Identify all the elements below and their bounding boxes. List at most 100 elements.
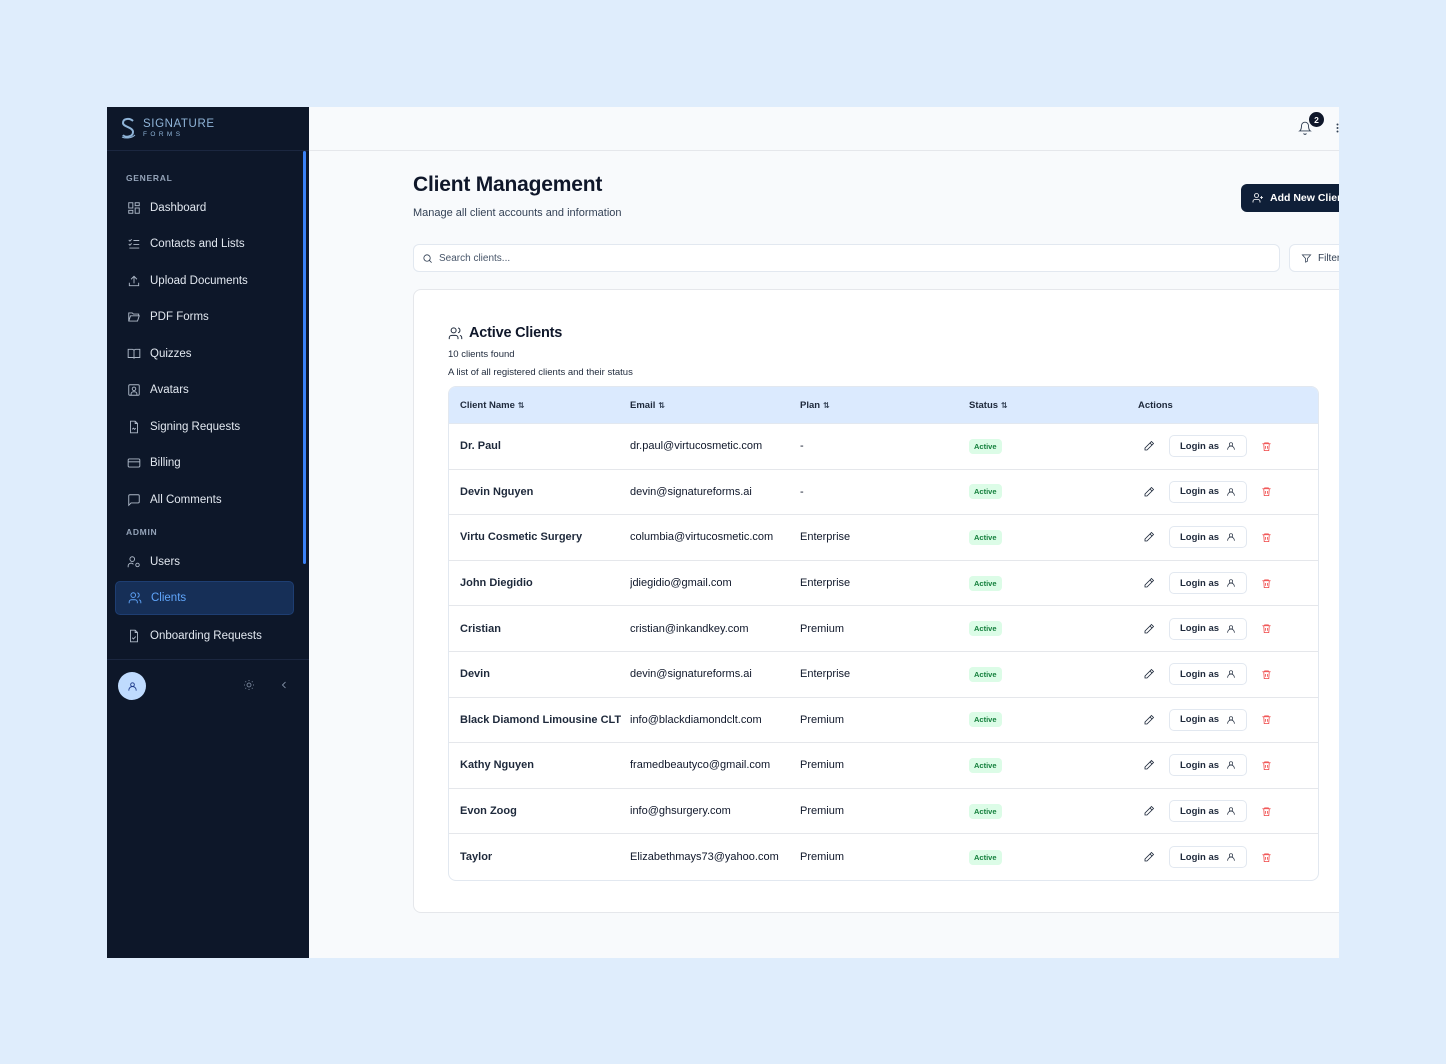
- login-as-button[interactable]: Login as: [1169, 617, 1247, 640]
- status-badge: Active: [969, 757, 1002, 773]
- status-cell: Active: [969, 849, 1138, 865]
- sidebar-item-label: Upload Documents: [150, 275, 248, 287]
- user-icon: [1227, 624, 1235, 633]
- brand-sub: FORMS: [143, 131, 184, 138]
- column-header-client-name[interactable]: Client Name ⇅: [460, 399, 525, 411]
- login-as-button[interactable]: Login as: [1169, 708, 1247, 731]
- sidebar-item-label: Users: [150, 556, 181, 568]
- trash-icon[interactable]: [1261, 486, 1272, 497]
- edit-icon[interactable]: [1143, 577, 1155, 589]
- sun-icon[interactable]: [243, 679, 255, 691]
- login-as-label: Login as: [1179, 531, 1220, 543]
- login-as-button[interactable]: Login as: [1169, 526, 1247, 549]
- user-square-icon: [128, 384, 140, 396]
- client-email: info@blackdiamondclt.com: [630, 713, 762, 726]
- client-name: Kathy Nguyen: [460, 759, 534, 772]
- users-icon: [448, 326, 463, 339]
- edit-icon[interactable]: [1143, 668, 1155, 680]
- row-actions: Login as: [1138, 435, 1318, 458]
- sidebar-item-signing-requests[interactable]: Signing Requests: [115, 410, 294, 444]
- filter-button[interactable]: Filter: [1289, 244, 1339, 272]
- row-actions: Login as: [1138, 572, 1318, 595]
- chevron-left-icon[interactable]: [278, 679, 290, 691]
- sort-icon: ⇅: [658, 400, 666, 410]
- trash-icon[interactable]: [1261, 441, 1272, 452]
- section-label-admin: ADMIN: [126, 527, 158, 537]
- client-plan: Premium: [800, 851, 845, 864]
- status-badge: Active: [969, 666, 1002, 682]
- trash-icon[interactable]: [1261, 532, 1272, 543]
- user-icon: [1227, 807, 1235, 815]
- column-header-status[interactable]: Status ⇅: [969, 399, 1008, 411]
- login-as-button[interactable]: Login as: [1169, 846, 1247, 869]
- status-badge: Active: [969, 575, 1002, 591]
- login-as-button[interactable]: Login as: [1169, 800, 1247, 823]
- sidebar-item-upload-documents[interactable]: Upload Documents: [115, 264, 294, 298]
- login-as-button[interactable]: Login as: [1169, 663, 1247, 686]
- login-as-label: Login as: [1179, 577, 1220, 589]
- trash-icon[interactable]: [1261, 806, 1272, 817]
- edit-icon[interactable]: [1143, 486, 1155, 498]
- client-email: jdiegidio@gmail.com: [630, 577, 732, 590]
- login-as-label: Login as: [1179, 805, 1220, 817]
- client-plan: -: [800, 440, 804, 453]
- user-icon: [1227, 533, 1235, 542]
- table-header: Client Name ⇅ Email ⇅ Plan ⇅ Status ⇅ Action…: [449, 387, 1318, 424]
- trash-icon[interactable]: [1261, 623, 1272, 634]
- trash-icon[interactable]: [1261, 852, 1272, 863]
- user-icon: [1227, 442, 1235, 451]
- sidebar-item-all-comments[interactable]: All Comments: [115, 483, 294, 517]
- login-as-button[interactable]: Login as: [1169, 754, 1247, 777]
- bell-icon[interactable]: [1298, 121, 1312, 135]
- sidebar-item-label: Signing Requests: [150, 421, 241, 433]
- edit-icon[interactable]: [1143, 440, 1155, 452]
- sidebar-item-pdf-forms[interactable]: PDF Forms: [115, 300, 294, 334]
- sidebar-item-contacts[interactable]: Contacts and Lists: [115, 227, 294, 261]
- client-plan: Enterprise: [800, 668, 851, 681]
- client-email: framedbeautyco@gmail.com: [630, 759, 771, 772]
- app-window: SIGNATURE FORMS GENERAL Dashboard Contac…: [107, 107, 1339, 958]
- trash-icon[interactable]: [1261, 714, 1272, 725]
- client-plan: Enterprise: [800, 531, 851, 544]
- edit-icon[interactable]: [1143, 805, 1155, 817]
- add-new-client-button[interactable]: Add New Client: [1241, 184, 1339, 212]
- sidebar-item-avatars[interactable]: Avatars: [115, 373, 294, 407]
- sidebar: SIGNATURE FORMS GENERAL Dashboard Contac…: [107, 107, 309, 958]
- client-plan: Premium: [800, 713, 845, 726]
- sidebar-item-billing[interactable]: Billing: [115, 446, 294, 480]
- login-as-button[interactable]: Login as: [1169, 480, 1247, 503]
- trash-icon[interactable]: [1261, 760, 1272, 771]
- sidebar-item-onboarding-requests[interactable]: Onboarding Requests: [115, 619, 294, 653]
- more-vertical-icon[interactable]: [1336, 123, 1339, 133]
- row-actions: Login as: [1138, 708, 1318, 731]
- edit-icon[interactable]: [1143, 851, 1155, 863]
- login-as-button[interactable]: Login as: [1169, 435, 1247, 458]
- trash-icon[interactable]: [1261, 669, 1272, 680]
- edit-icon[interactable]: [1143, 623, 1155, 635]
- brand-logo[interactable]: SIGNATURE FORMS: [107, 107, 309, 151]
- column-header-plan[interactable]: Plan ⇅: [800, 399, 830, 411]
- login-as-button[interactable]: Login as: [1169, 572, 1247, 595]
- sidebar-item-clients[interactable]: Clients: [115, 581, 294, 615]
- client-name: Devin Nguyen: [460, 485, 534, 498]
- edit-icon[interactable]: [1143, 531, 1155, 543]
- client-plan: Premium: [800, 622, 845, 635]
- clients-count: 10 clients found: [448, 349, 515, 360]
- sidebar-scrollbar[interactable]: [303, 151, 306, 564]
- trash-icon[interactable]: [1261, 578, 1272, 589]
- edit-icon[interactable]: [1143, 714, 1155, 726]
- sidebar-item-dashboard[interactable]: Dashboard: [115, 191, 294, 225]
- avatar[interactable]: [118, 672, 146, 700]
- sidebar-item-label: Contacts and Lists: [150, 238, 245, 250]
- edit-icon[interactable]: [1143, 759, 1155, 771]
- search-input[interactable]: [439, 252, 1239, 264]
- sidebar-item-users[interactable]: Users: [115, 545, 294, 579]
- sidebar-item-quizzes[interactable]: Quizzes: [115, 337, 294, 371]
- status-cell: Active: [969, 666, 1138, 682]
- sidebar-item-label: PDF Forms: [150, 311, 209, 323]
- login-as-label: Login as: [1179, 851, 1220, 863]
- sidebar-item-label: Clients: [151, 592, 187, 604]
- column-header-email[interactable]: Email ⇅: [630, 399, 666, 411]
- status-cell: Active: [969, 757, 1138, 773]
- client-name: Devin: [460, 668, 490, 681]
